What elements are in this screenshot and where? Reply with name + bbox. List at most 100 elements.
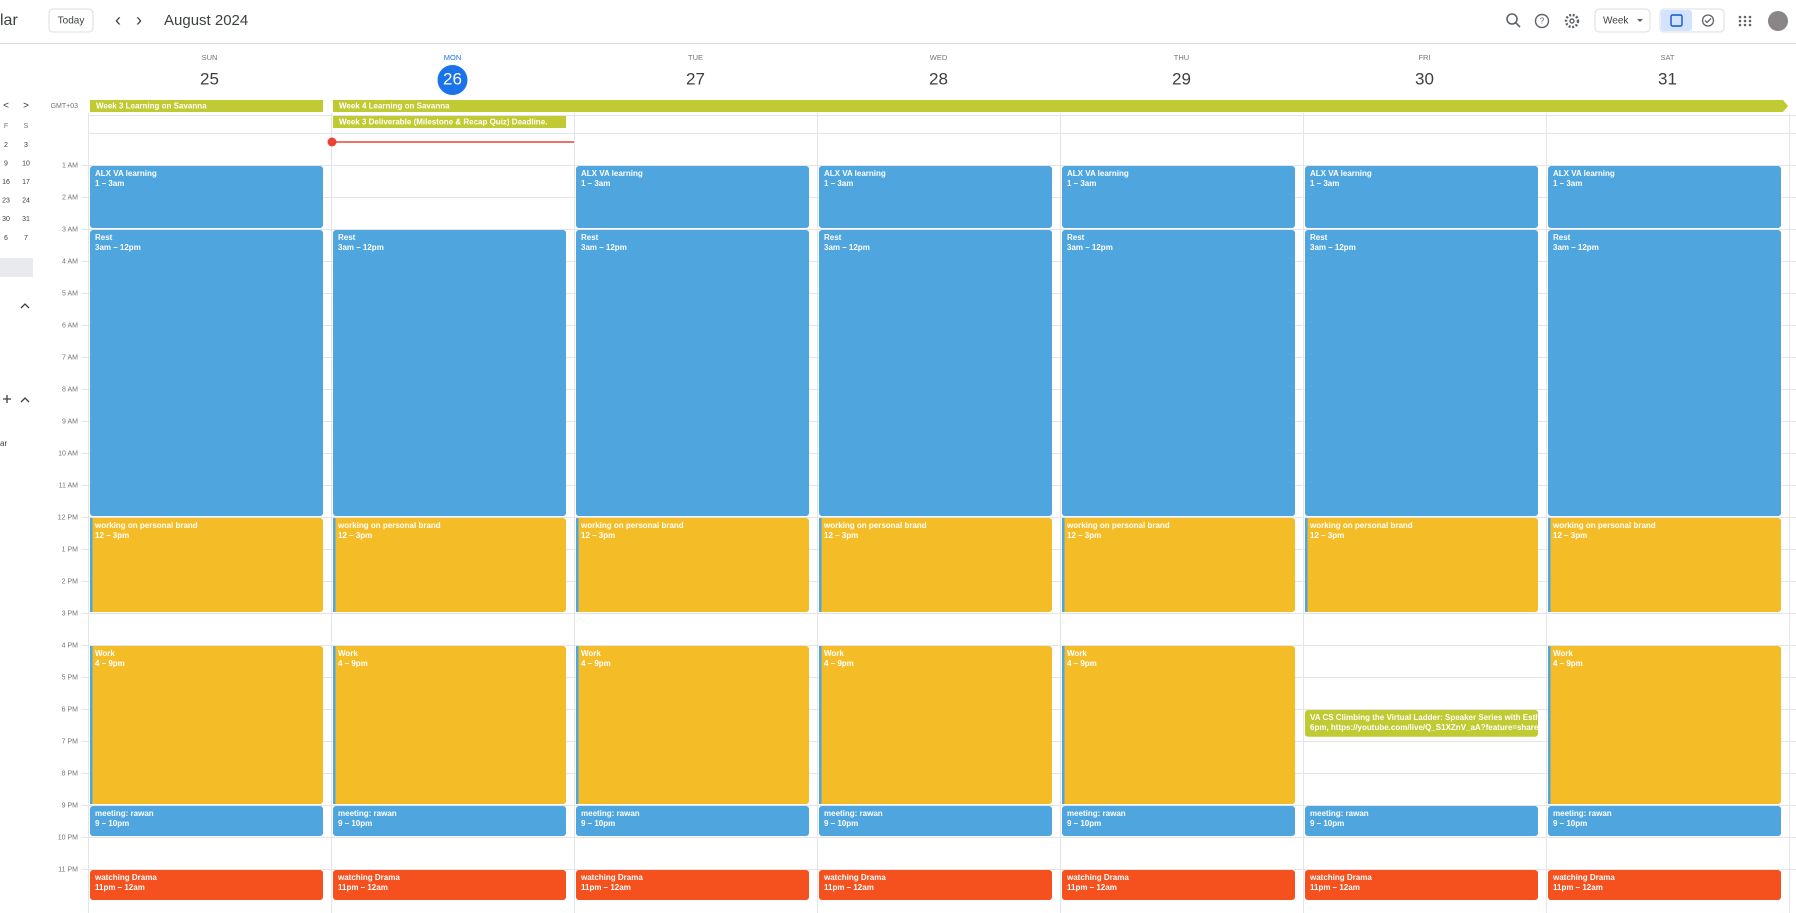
- event[interactable]: [576, 870, 809, 900]
- event-time[interactable]: 3am – 12pm: [338, 243, 384, 252]
- event-time[interactable]: 6pm, https://youtube.com/live/Q_S1XZnV_a…: [1310, 723, 1539, 732]
- event-title[interactable]: Work: [1553, 649, 1573, 658]
- event-title[interactable]: meeting: rawan: [1553, 809, 1612, 818]
- event[interactable]: [576, 518, 809, 612]
- mini-date[interactable]: 3: [24, 142, 28, 149]
- event-title[interactable]: working on personal brand: [580, 521, 684, 530]
- event-time[interactable]: 1 – 3am: [1310, 179, 1339, 188]
- event-time[interactable]: 11pm – 12am: [1310, 883, 1360, 892]
- event-time[interactable]: 12 – 3pm: [1553, 531, 1587, 540]
- event-title[interactable]: Work: [581, 649, 601, 658]
- all-day-title[interactable]: Week 3 Learning on Savanna: [96, 102, 207, 111]
- event-time[interactable]: 11pm – 12am: [1553, 883, 1603, 892]
- mini-date[interactable]: 23: [2, 198, 10, 205]
- all-day-title[interactable]: Week 4 Learning on Savanna: [339, 102, 450, 111]
- event-time[interactable]: 3am – 12pm: [581, 243, 627, 252]
- event-time[interactable]: 12 – 3pm: [1067, 531, 1101, 540]
- event[interactable]: [1062, 518, 1295, 612]
- event-title[interactable]: Work: [824, 649, 844, 658]
- event[interactable]: [576, 230, 809, 516]
- day-date[interactable]: 29: [1172, 69, 1191, 88]
- event[interactable]: [1548, 870, 1781, 900]
- event-title[interactable]: working on personal brand: [94, 521, 198, 530]
- event[interactable]: [576, 806, 809, 836]
- event-title[interactable]: working on personal brand: [337, 521, 441, 530]
- event-time[interactable]: 4 – 9pm: [824, 659, 854, 668]
- collapse-icon[interactable]: [20, 397, 30, 403]
- mini-nav[interactable]: >: [23, 101, 29, 112]
- event[interactable]: [1062, 230, 1295, 516]
- all-day-event[interactable]: [333, 116, 566, 128]
- event-time[interactable]: 1 – 3am: [1553, 179, 1582, 188]
- event[interactable]: [1548, 518, 1781, 612]
- event-time[interactable]: 11pm – 12am: [338, 883, 388, 892]
- event[interactable]: [90, 870, 323, 900]
- event-time[interactable]: 9 – 10pm: [581, 819, 615, 828]
- event-time[interactable]: 12 – 3pm: [1310, 531, 1344, 540]
- event-time[interactable]: 9 – 10pm: [1553, 819, 1587, 828]
- event[interactable]: [819, 870, 1052, 900]
- event-time[interactable]: 3am – 12pm: [824, 243, 870, 252]
- event-time[interactable]: 3am – 12pm: [1553, 243, 1599, 252]
- event-time[interactable]: 11pm – 12am: [95, 883, 145, 892]
- event-time[interactable]: 3am – 12pm: [1067, 243, 1113, 252]
- event[interactable]: [819, 646, 1052, 804]
- event-time[interactable]: 1 – 3am: [824, 179, 853, 188]
- view-label[interactable]: Week: [1603, 16, 1629, 27]
- event-title[interactable]: Work: [338, 649, 358, 658]
- avatar[interactable]: [1768, 11, 1788, 31]
- event-time[interactable]: 12 – 3pm: [95, 531, 129, 540]
- event-title[interactable]: Rest: [1067, 233, 1085, 242]
- mini-date[interactable]: 2: [4, 142, 8, 149]
- event[interactable]: [1062, 870, 1295, 900]
- event-title[interactable]: meeting: rawan: [1310, 809, 1369, 818]
- mini-date[interactable]: 24: [22, 198, 30, 205]
- event[interactable]: [1062, 166, 1295, 228]
- event[interactable]: [90, 806, 323, 836]
- event[interactable]: [333, 518, 566, 612]
- event[interactable]: [819, 166, 1052, 228]
- event-title[interactable]: meeting: rawan: [95, 809, 154, 818]
- event-title[interactable]: Rest: [824, 233, 842, 242]
- event-title[interactable]: Rest: [338, 233, 356, 242]
- prev-button[interactable]: ‹: [115, 10, 121, 30]
- event-title[interactable]: watching Drama: [823, 873, 886, 882]
- event-title[interactable]: ALX VA learning: [1310, 169, 1372, 178]
- event-time[interactable]: 9 – 10pm: [1310, 819, 1344, 828]
- event-time[interactable]: 4 – 9pm: [581, 659, 611, 668]
- mini-date[interactable]: 17: [22, 179, 30, 186]
- event-title[interactable]: watching Drama: [337, 873, 400, 882]
- event[interactable]: [333, 646, 566, 804]
- calendar-view-active[interactable]: [1661, 10, 1692, 31]
- mini-nav[interactable]: <: [3, 101, 9, 112]
- event-title[interactable]: meeting: rawan: [824, 809, 883, 818]
- event-title[interactable]: watching Drama: [94, 873, 157, 882]
- event-title[interactable]: ALX VA learning: [1067, 169, 1129, 178]
- event[interactable]: [1548, 230, 1781, 516]
- event-time[interactable]: 3am – 12pm: [1310, 243, 1356, 252]
- event-time[interactable]: 11pm – 12am: [581, 883, 631, 892]
- search-icon[interactable]: [1506, 13, 1521, 28]
- event-time[interactable]: 4 – 9pm: [1553, 659, 1583, 668]
- event-title[interactable]: watching Drama: [1309, 873, 1372, 882]
- event[interactable]: [576, 646, 809, 804]
- event-title[interactable]: watching Drama: [1552, 873, 1615, 882]
- event-title[interactable]: working on personal brand: [1066, 521, 1170, 530]
- event-time[interactable]: 1 – 3am: [581, 179, 610, 188]
- event-title[interactable]: VA CS Climbing the Virtual Ladder: Speak…: [1310, 713, 1548, 722]
- event-title[interactable]: Work: [95, 649, 115, 658]
- event-time[interactable]: 11pm – 12am: [1067, 883, 1117, 892]
- event-title[interactable]: meeting: rawan: [581, 809, 640, 818]
- mini-date[interactable]: 16: [2, 179, 10, 186]
- event[interactable]: [1548, 166, 1781, 228]
- all-day-event[interactable]: [90, 100, 323, 112]
- mini-date[interactable]: 30: [2, 216, 10, 223]
- event[interactable]: [1305, 166, 1538, 228]
- event[interactable]: [90, 646, 323, 804]
- event-time[interactable]: 4 – 9pm: [338, 659, 368, 668]
- event[interactable]: [1548, 646, 1781, 804]
- event[interactable]: [1305, 870, 1538, 900]
- event-title[interactable]: ALX VA learning: [581, 169, 643, 178]
- event[interactable]: [819, 806, 1052, 836]
- event-title[interactable]: working on personal brand: [823, 521, 927, 530]
